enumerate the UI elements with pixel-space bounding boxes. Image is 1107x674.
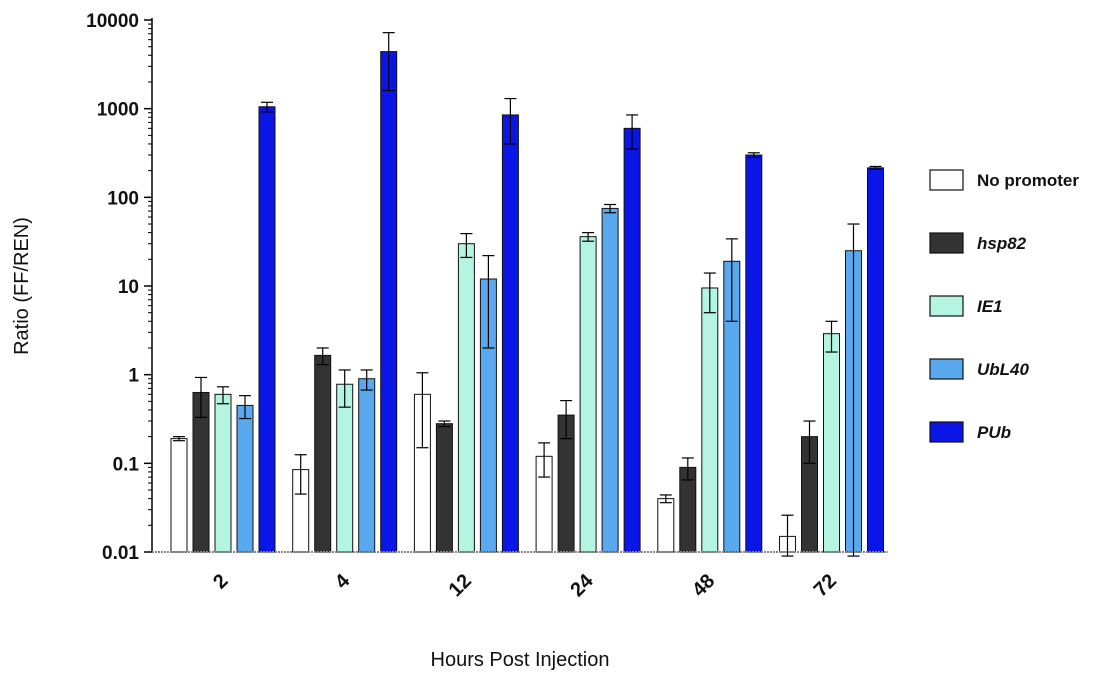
y-tick-label: 0.1 (113, 454, 140, 475)
legend-swatch (929, 295, 964, 317)
legend-swatch (929, 169, 964, 191)
legend-label: No promoter (977, 171, 1079, 190)
bar-ubl40-4 (358, 378, 376, 553)
bar-ie1-12 (457, 243, 475, 553)
legend-swatch (929, 358, 964, 380)
x-tick-label: 2 (209, 570, 232, 593)
legend-label: hsp82 (977, 234, 1027, 253)
y-tick-label: 1000 (97, 100, 139, 121)
legend-label: PUb (977, 423, 1011, 442)
bar-pub-2 (258, 106, 276, 553)
bar-hsp82-12 (435, 423, 453, 553)
bar-no-promoter-2 (170, 438, 188, 553)
legend-label: IE1 (977, 297, 1003, 316)
x-tick-label: 12 (445, 570, 476, 601)
legend-label: UbL40 (977, 360, 1030, 379)
bar-pub-48 (745, 154, 763, 553)
legend-swatch (929, 421, 964, 443)
bar-ubl40-24 (601, 207, 619, 553)
bar-pub-24 (623, 127, 641, 553)
bar-pub-72 (867, 167, 884, 553)
bar-pub-4 (380, 51, 398, 553)
bar-ie1-4 (336, 383, 354, 553)
bar-pub-12 (501, 114, 519, 553)
bar-no-promoter-48 (657, 498, 675, 553)
bar-ubl40-2 (236, 404, 254, 553)
y-tick-label: 1 (128, 366, 139, 387)
bar-ie1-24 (579, 236, 597, 553)
x-tick-label: 4 (331, 569, 355, 593)
y-tick-label: 0.01 (102, 543, 139, 564)
bar-ie1-48 (701, 287, 719, 553)
y-tick-label: 10000 (86, 11, 139, 32)
x-tick-label: 24 (566, 569, 598, 601)
bar-ie1-2 (214, 393, 232, 553)
x-tick-label: 72 (810, 570, 841, 601)
x-axis-title: Hours Post Injection (431, 649, 610, 671)
x-tick-label: 48 (688, 570, 719, 601)
bar-hsp82-4 (314, 354, 332, 553)
legend: No promoter hsp82 IE1 UbL40 PUb (929, 169, 1079, 443)
y-tick-label: 100 (107, 188, 139, 209)
legend-swatch (929, 232, 964, 254)
bar-ie1-72 (823, 333, 840, 553)
y-tick-label: 10 (118, 277, 139, 298)
y-axis-title: Ratio (FF/REN) (11, 217, 33, 355)
